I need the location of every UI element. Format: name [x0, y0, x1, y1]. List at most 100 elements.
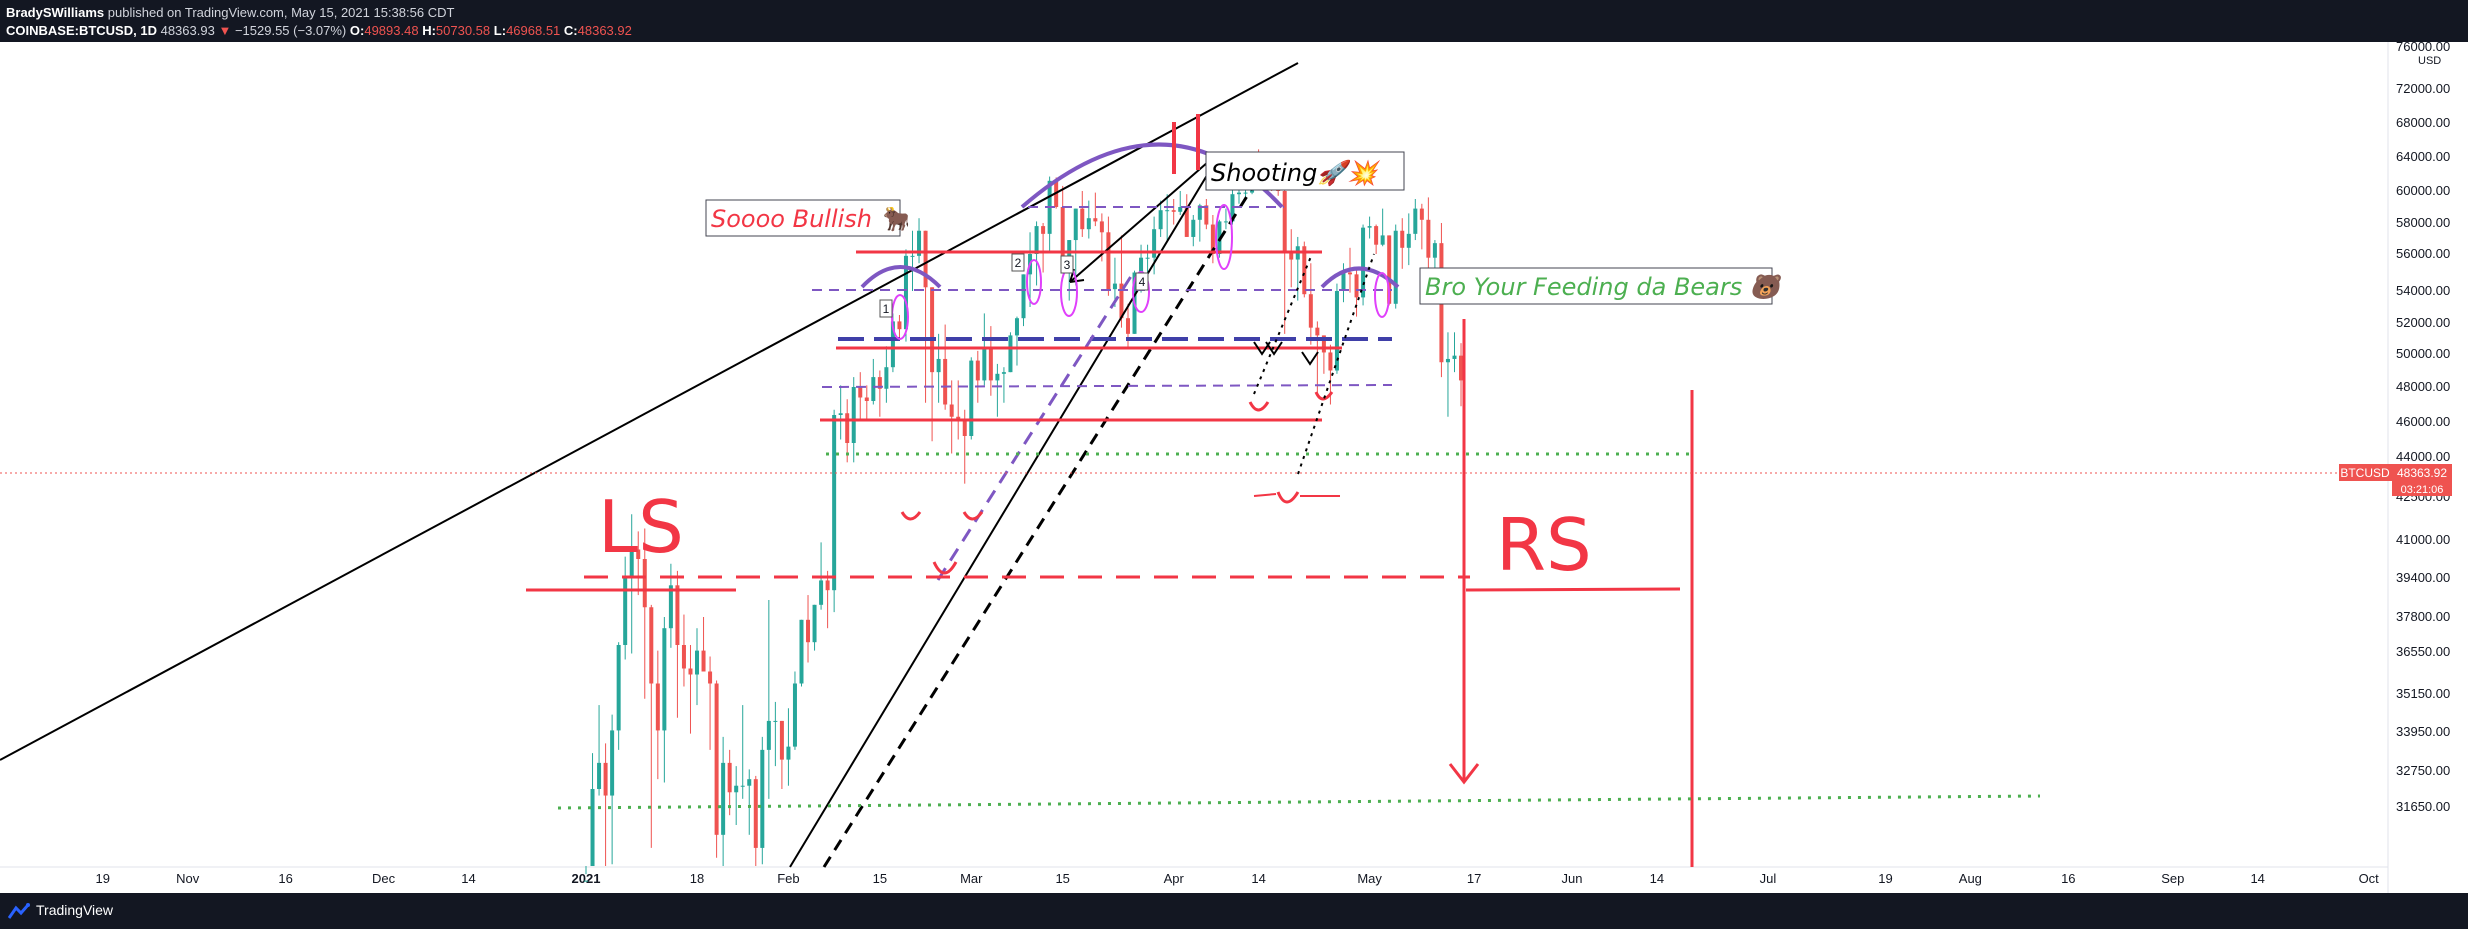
candle-body	[806, 619, 811, 643]
candle-body	[1432, 243, 1437, 258]
candle-body	[917, 230, 922, 256]
right-shoulder-arc	[1320, 266, 1400, 289]
time-tick-label: Mar	[960, 871, 983, 886]
time-tick-label: Jun	[1562, 871, 1583, 886]
low-label: L:	[493, 23, 507, 38]
candle	[1308, 263, 1313, 345]
bullish-box[interactable]	[705, 199, 901, 237]
time-tick-label: 14	[461, 871, 475, 886]
candle-body	[734, 785, 739, 793]
bears-box[interactable]	[1419, 267, 1773, 305]
candle-body	[1184, 207, 1189, 237]
candle-body	[1021, 274, 1026, 319]
candle-body	[1197, 205, 1202, 220]
currency-label: USD	[2418, 55, 2441, 67]
highlight-ellipse-4	[1132, 271, 1150, 313]
time-tick-label: Apr	[1164, 871, 1185, 886]
candle-body	[1406, 233, 1411, 248]
highlight-ellipse-2	[1026, 259, 1042, 305]
candle	[1112, 257, 1117, 307]
candle	[1223, 208, 1228, 230]
candle	[747, 769, 752, 835]
candle-body	[727, 762, 732, 793]
candle	[1289, 229, 1294, 288]
candle	[721, 736, 726, 866]
price-axis[interactable]: 76000.00 72000.00 68000.00 64000.00 60000.00…	[2396, 42, 2450, 814]
shooting-box[interactable]	[1205, 151, 1405, 191]
candle-body	[662, 628, 667, 731]
candle	[603, 743, 608, 866]
bounce-mark-3	[962, 511, 984, 521]
candle-body	[695, 650, 700, 675]
candle	[1093, 192, 1098, 227]
candle-body	[649, 607, 654, 684]
price-tick-label: 56000.00	[2396, 246, 2450, 261]
candle-body	[753, 779, 758, 848]
candle-body	[930, 287, 935, 373]
candle	[753, 775, 758, 866]
candle	[1321, 335, 1326, 374]
candle-body	[1086, 218, 1091, 230]
price-tick-label: 54000.00	[2396, 283, 2450, 298]
candle	[897, 315, 902, 341]
candle-body	[1152, 229, 1157, 258]
candle	[779, 720, 784, 789]
price-tick-label: 72000.00	[2396, 81, 2450, 96]
candle-body	[995, 373, 1000, 381]
candle-body	[779, 720, 784, 760]
candle-body	[1223, 221, 1228, 223]
candle-body	[773, 720, 778, 722]
candle	[681, 614, 686, 687]
candle-body	[884, 367, 889, 389]
candle	[1001, 367, 1006, 403]
ls-label: LS	[598, 485, 684, 569]
candle	[616, 642, 621, 750]
author-name[interactable]: BradySWilliams	[6, 5, 105, 20]
candle-body	[858, 387, 863, 398]
candle	[943, 324, 948, 410]
time-tick-label: 17	[1467, 871, 1481, 886]
candle	[1021, 274, 1026, 327]
candle	[877, 370, 882, 417]
price-tag-text: 48363.92	[2397, 466, 2447, 480]
candle-body	[1119, 283, 1124, 319]
time-tick-label: Jul	[1760, 871, 1777, 886]
drawings-layer	[0, 62, 2388, 868]
candle	[584, 866, 588, 882]
candle	[695, 628, 700, 706]
time-axis[interactable]: 19 Nov 16 Dec 14 2021 18 Feb 15 Mar 15 Apr 14 May 17 Ju…	[96, 871, 2380, 886]
time-tick-label: 15	[873, 871, 887, 886]
candle-body	[1361, 227, 1366, 298]
candle-body	[1041, 226, 1046, 234]
purple-channel-line	[936, 269, 1137, 581]
candle-body	[1452, 355, 1457, 359]
candle	[864, 385, 869, 419]
candle-body	[688, 668, 693, 675]
candle	[727, 749, 732, 816]
tradingview-brand[interactable]: TradingView	[36, 902, 114, 918]
candle-body	[642, 559, 647, 608]
time-tick-label: 14	[2250, 871, 2264, 886]
candle	[675, 570, 680, 718]
candle	[1367, 216, 1372, 239]
bears-note: Bro Your Feeding da Bears 🐻	[1425, 272, 1785, 301]
candle	[708, 656, 713, 750]
candle	[1354, 268, 1359, 317]
price-chart[interactable]: 76000.00 72000.00 68000.00 64000.00 60000.00…	[0, 42, 2468, 893]
candle	[714, 680, 719, 858]
candle-body	[714, 683, 719, 835]
time-tick-label: 16	[2061, 871, 2075, 886]
candle	[1400, 218, 1405, 269]
candle	[792, 671, 797, 750]
candle-body	[1034, 226, 1039, 254]
price-tick-label: 33950.00	[2396, 724, 2450, 739]
candle-body	[623, 575, 628, 645]
candle	[858, 372, 863, 419]
candle-body	[1348, 272, 1353, 275]
candle-body	[1014, 318, 1019, 336]
price-tick-label: 58000.00	[2396, 215, 2450, 230]
candle	[1073, 208, 1078, 286]
low-value: 46968.51	[506, 23, 561, 38]
publish-line: BradySWilliams published on TradingView.…	[6, 5, 454, 20]
candle-body	[740, 785, 745, 787]
